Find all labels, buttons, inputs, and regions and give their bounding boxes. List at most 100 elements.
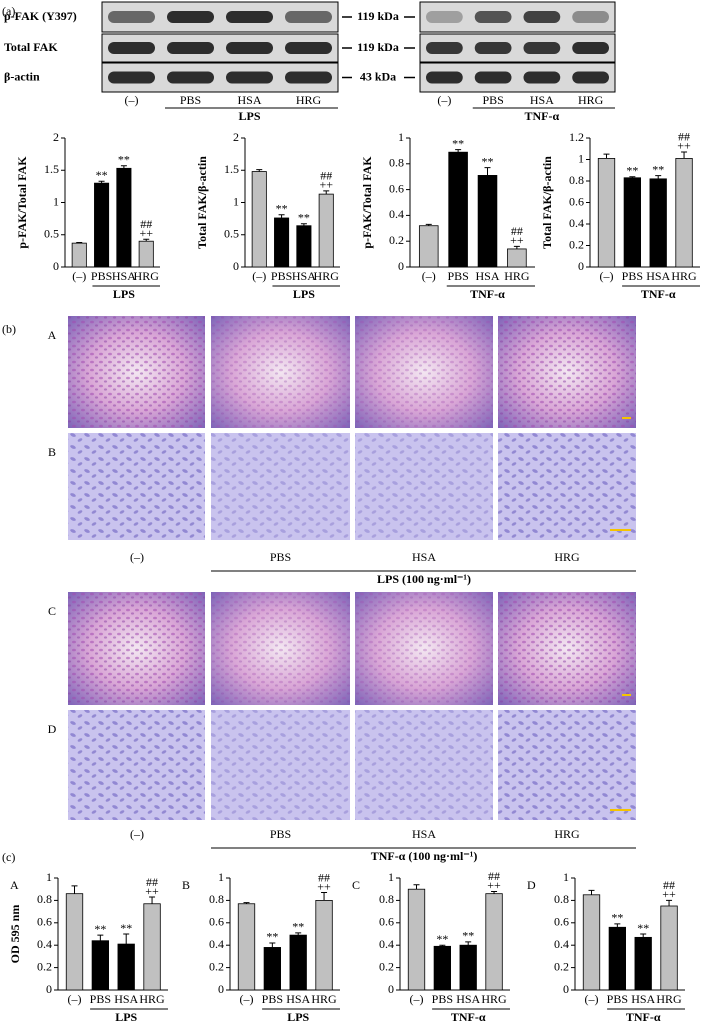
bar xyxy=(459,944,477,991)
error-bar xyxy=(655,175,662,179)
micrograph-cells xyxy=(211,316,350,428)
bar xyxy=(143,903,161,991)
y-tick-label: 0.8 xyxy=(569,173,584,187)
error-bar xyxy=(640,933,647,938)
x-tick-label: (–) xyxy=(410,992,424,1006)
y-tick-label: 0 xyxy=(53,259,59,273)
significance-mark: ++ xyxy=(677,139,691,153)
bar xyxy=(296,225,312,268)
panel-label: (c) xyxy=(2,850,15,864)
bar xyxy=(507,248,527,268)
error-bar xyxy=(143,238,150,242)
significance-mark: ** xyxy=(652,162,664,176)
blot-row-label: p-FAK (Y397) xyxy=(4,9,77,23)
y-tick-label: 0.8 xyxy=(37,892,52,906)
bar xyxy=(634,936,652,991)
y-tick-label: 0.4 xyxy=(389,207,404,221)
group-label: LPS xyxy=(115,1010,137,1024)
error-bar xyxy=(614,923,621,928)
y-tick-label: 0.4 xyxy=(554,937,569,951)
blot-band xyxy=(285,42,332,54)
group-label: LPS xyxy=(113,287,135,301)
panel-letter: C xyxy=(352,878,360,892)
y-tick-label: 1 xyxy=(578,151,584,165)
micrograph-cells xyxy=(498,710,636,820)
x-tick-label: HSA xyxy=(114,992,138,1006)
blot-size-label: 119 kDa xyxy=(357,9,399,23)
error-bar xyxy=(295,932,302,936)
blot-size-label: 119 kDa xyxy=(357,40,399,54)
x-tick-label: HSA xyxy=(286,992,310,1006)
y-tick-label: 0.6 xyxy=(209,915,224,929)
bar xyxy=(582,894,601,991)
blot-band xyxy=(572,71,609,84)
bar xyxy=(289,934,307,991)
bar xyxy=(251,171,267,268)
micrograph-cells xyxy=(355,592,493,705)
group-label: TNF-α xyxy=(451,1010,486,1024)
x-tick-label: HSA xyxy=(475,269,499,283)
significance-mark: ++ xyxy=(139,226,153,240)
error-bar xyxy=(323,190,330,195)
micrograph-cells xyxy=(355,433,493,540)
significance-mark: ** xyxy=(292,920,304,934)
bar xyxy=(315,900,333,991)
bar xyxy=(117,943,135,991)
x-tick-label: HSA xyxy=(646,269,670,283)
significance-mark: ** xyxy=(298,211,310,225)
bar xyxy=(433,945,452,991)
significance-mark: ++ xyxy=(487,878,501,892)
y-tick-label: 1 xyxy=(388,870,394,884)
x-tick-label: HSA xyxy=(456,992,480,1006)
group-label: LPS xyxy=(287,1010,309,1024)
y-tick-label: 0.4 xyxy=(569,216,584,230)
y-tick-label: 0.2 xyxy=(379,959,394,973)
error-bar xyxy=(629,176,636,178)
blot-strip xyxy=(419,1,616,33)
y-tick-label: 0.6 xyxy=(554,915,569,929)
y-tick-label: 0.2 xyxy=(209,959,224,973)
panel-label: (a) xyxy=(2,4,15,18)
error-bar xyxy=(465,941,472,946)
y-tick-label: 0.8 xyxy=(389,156,404,170)
error-bar xyxy=(278,214,285,218)
y-tick-label: 0.2 xyxy=(389,233,404,247)
bar xyxy=(649,178,667,268)
group-label: TNF-α xyxy=(626,1010,661,1024)
blot-band xyxy=(426,71,463,84)
y-tick-label: 0.2 xyxy=(37,959,52,973)
significance-mark: ++ xyxy=(510,233,524,247)
column-label: HSA xyxy=(412,550,436,564)
column-label: HRG xyxy=(554,550,580,564)
blot-band xyxy=(285,71,332,84)
significance-mark: ** xyxy=(436,932,448,946)
x-tick-label: HRG xyxy=(311,992,337,1006)
bar xyxy=(263,947,282,991)
y-axis-label: Total FAK/β-actin xyxy=(195,156,209,249)
y-tick-label: 1.5 xyxy=(224,162,239,176)
y-tick-label: 0 xyxy=(563,982,569,996)
x-tick-label: HRG xyxy=(134,269,160,283)
x-tick-label: (–) xyxy=(585,992,599,1006)
x-tick-label: HRG xyxy=(656,992,682,1006)
lane-label: HSA xyxy=(530,93,554,107)
error-bar xyxy=(123,933,130,945)
y-axis-label: p-FAK/Total FAK xyxy=(360,156,374,249)
y-tick-label: 0.4 xyxy=(209,937,224,951)
x-tick-label: HSA xyxy=(112,269,136,283)
x-tick-label: PBS xyxy=(607,992,628,1006)
panel-letter: D xyxy=(527,878,536,892)
blot-size-label: 43 kDa xyxy=(360,69,396,83)
bar xyxy=(485,893,503,991)
bar xyxy=(318,193,334,268)
bar xyxy=(65,893,84,991)
error-bar xyxy=(491,890,498,894)
y-tick-label: 0.2 xyxy=(569,237,584,251)
row-letter: D xyxy=(48,722,57,736)
significance-mark: ## xyxy=(678,130,690,144)
y-axis-label: Total FAK/β-actin xyxy=(540,156,554,249)
error-bar xyxy=(120,165,127,169)
y-tick-label: 0.6 xyxy=(569,194,584,208)
blot-row-label: Total FAK xyxy=(4,40,58,54)
